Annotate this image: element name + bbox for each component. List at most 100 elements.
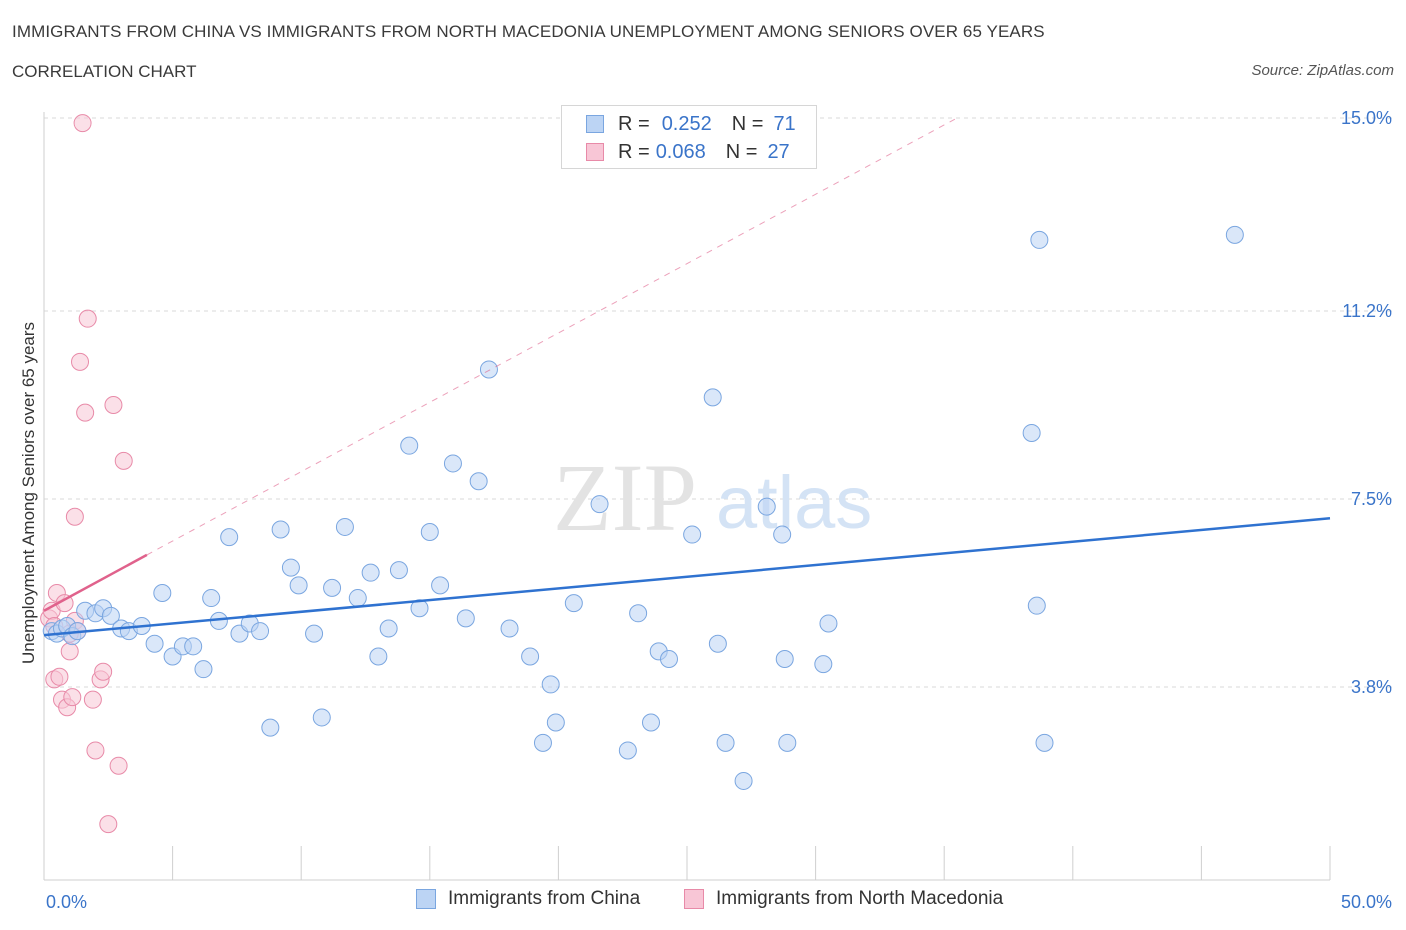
china-point: [683, 525, 702, 544]
china-trend-line: [43, 517, 1331, 637]
china-point: [379, 619, 398, 638]
china-point: [641, 713, 660, 732]
macedonia-swatch: [684, 889, 704, 909]
macedonia-point: [73, 114, 92, 133]
trend-layer: [43, 117, 1331, 637]
china-point: [261, 718, 280, 737]
china-point: [500, 619, 519, 638]
china-point: [757, 497, 776, 516]
china-point: [456, 609, 475, 628]
china-point: [194, 660, 213, 679]
r-value: 0.068: [655, 140, 706, 163]
x-tick-label: 50.0%: [1341, 892, 1392, 912]
macedonia-point: [50, 667, 69, 686]
macedonia-point: [76, 403, 95, 422]
macedonia-point: [104, 396, 123, 415]
stats-legend: R = 0.252 N = 71 R = 0.068 N = 27: [561, 105, 817, 169]
watermark-atlas: atlas: [716, 461, 872, 544]
china-point: [1035, 733, 1054, 752]
n-label: N =: [725, 140, 758, 163]
n-value: 27: [767, 140, 790, 163]
china-point: [590, 495, 609, 514]
y-tick-label: 3.8%: [1351, 677, 1392, 697]
legend-row-macedonia: R = 0.068 N = 27: [586, 140, 790, 164]
legend-item-china: Immigrants from China: [416, 888, 640, 910]
y-tick-label: 7.5%: [1351, 489, 1392, 509]
china-swatch: [586, 115, 604, 133]
china-point: [184, 637, 203, 656]
china-point: [153, 583, 172, 602]
series-china-points: [42, 225, 1244, 790]
y-axis-title: Unemployment Among Seniors over 65 years: [19, 322, 38, 664]
china-point: [716, 733, 735, 752]
china-point: [431, 576, 450, 595]
china-point: [145, 634, 164, 653]
macedonia-trend-extended: [146, 117, 958, 556]
china-point: [618, 741, 637, 760]
macedonia-point: [78, 309, 97, 328]
china-point: [410, 599, 429, 618]
china-point: [541, 675, 560, 694]
china-point: [1022, 423, 1041, 442]
china-point: [323, 578, 342, 597]
china-point: [361, 563, 380, 582]
axis-layer: 3.8% 7.5% 11.2% 15.0% 0.0% 50.0%: [43, 108, 1392, 912]
china-point: [202, 589, 221, 608]
china-point: [521, 647, 540, 666]
china-point: [289, 576, 308, 595]
legend-item-macedonia: Immigrants from North Macedonia: [684, 888, 1003, 910]
y-tick-label: 15.0%: [1341, 108, 1392, 128]
china-point: [773, 525, 792, 544]
source-label: Source: ZipAtlas.com: [1251, 62, 1394, 79]
n-value: 71: [773, 112, 796, 135]
china-point: [1027, 596, 1046, 615]
china-point: [305, 624, 324, 643]
y-tick-label: 11.2%: [1342, 301, 1392, 321]
china-point: [546, 713, 565, 732]
china-point: [369, 647, 388, 666]
china-point: [703, 388, 722, 407]
r-value: 0.252: [661, 112, 712, 135]
china-point: [775, 650, 794, 669]
china-point: [420, 523, 439, 542]
legend-label-china: Immigrants from China: [448, 888, 641, 909]
china-point: [271, 520, 290, 539]
china-point: [251, 622, 270, 641]
china-point: [819, 614, 838, 633]
macedonia-point: [109, 756, 128, 775]
china-point: [312, 708, 331, 727]
watermark: ZIP atlas: [553, 444, 872, 551]
chart-title: IMMIGRANTS FROM CHINA VS IMMIGRANTS FROM…: [12, 22, 1045, 41]
china-point: [443, 454, 462, 473]
china-point: [400, 436, 419, 455]
china-point: [778, 733, 797, 752]
china-point: [469, 472, 488, 491]
macedonia-point: [65, 507, 84, 526]
r-label: R =: [618, 112, 650, 135]
macedonia-point: [60, 642, 79, 661]
macedonia-point: [71, 352, 90, 371]
china-point: [348, 589, 367, 608]
macedonia-point: [114, 451, 133, 470]
china-point: [533, 733, 552, 752]
china-point: [389, 561, 408, 580]
series-macedonia-points: [40, 114, 133, 834]
china-point: [708, 634, 727, 653]
macedonia-swatch: [586, 143, 604, 161]
bottom-legend: Immigrants from China Immigrants from No…: [0, 888, 1406, 914]
china-swatch: [416, 889, 436, 909]
china-point: [1030, 230, 1049, 249]
chart-subtitle: CORRELATION CHART: [12, 62, 197, 81]
china-point: [1225, 225, 1244, 244]
x-tick-label: 0.0%: [46, 892, 87, 912]
macedonia-point: [63, 688, 82, 707]
macedonia-point: [86, 741, 105, 760]
china-point: [734, 771, 753, 790]
watermark-zip: ZIP: [553, 444, 697, 551]
macedonia-point: [94, 662, 113, 681]
china-point: [564, 594, 583, 613]
n-label: N =: [731, 112, 764, 135]
macedonia-point: [83, 690, 102, 709]
china-point: [335, 517, 354, 536]
